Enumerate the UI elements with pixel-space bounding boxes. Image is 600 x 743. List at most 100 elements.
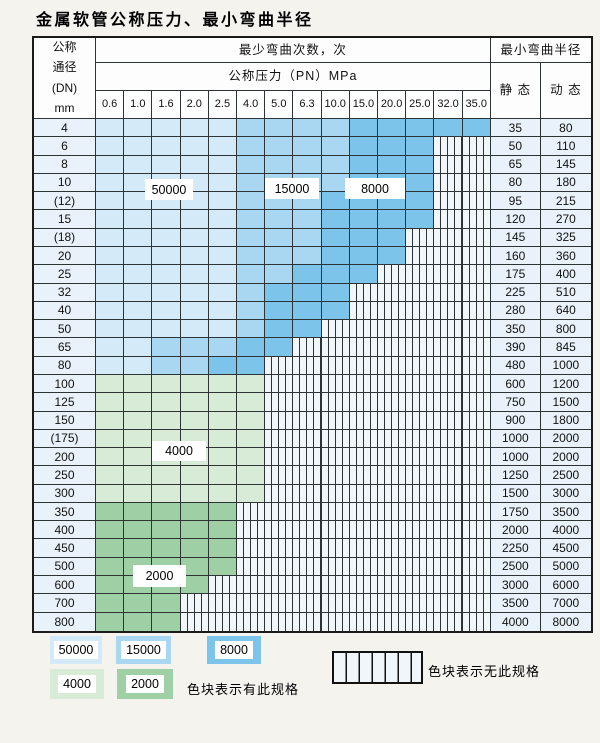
- spec-table: 公称 通径 (DN) mm 最少弯曲次数，次 最小弯曲半径 公称压力（PN）MP…: [32, 36, 593, 633]
- spec-cell: [434, 594, 463, 613]
- spec-cell: [265, 576, 294, 595]
- pressure-tick-cell: 1.0: [124, 91, 153, 119]
- spec-cell: [434, 557, 463, 577]
- spec-cell: [378, 502, 407, 522]
- spec-cell: [321, 448, 350, 467]
- spec-cell: [293, 119, 322, 138]
- spec-cell: [321, 228, 350, 247]
- spec-cell: [321, 137, 350, 156]
- pressure-tick-cell: 20.0: [378, 91, 407, 119]
- spec-cell: [293, 338, 322, 357]
- spec-cell: [406, 484, 435, 503]
- legend-swatch-label: 2000: [126, 675, 164, 693]
- spec-cell: [237, 301, 266, 321]
- spec-cell: [124, 393, 153, 412]
- pressure-tick-cell: 0.6: [96, 91, 125, 119]
- spec-cell: [237, 411, 266, 430]
- spec-cell: [406, 429, 435, 449]
- spec-cell: [152, 374, 181, 394]
- pressure-tick-cell: 15.0: [349, 91, 379, 119]
- spec-cell: [434, 265, 463, 284]
- spec-cell: [321, 210, 350, 229]
- spec-cell: [349, 210, 379, 229]
- spec-cell: [96, 173, 125, 193]
- spec-cell: [96, 356, 125, 375]
- spec-cell: [180, 155, 209, 174]
- spec-cell: [152, 137, 181, 156]
- spec-cell: [349, 429, 379, 449]
- spec-cell: [124, 265, 153, 284]
- spec-cell: [378, 448, 407, 467]
- static-radius-cell: 2250: [490, 539, 541, 558]
- static-radius-cell: 35: [490, 119, 541, 138]
- zone-value-label: 2000: [133, 565, 186, 587]
- dn-header-line: 公称: [52, 39, 77, 54]
- spec-cell: [237, 484, 266, 503]
- dn-cell: 10: [34, 173, 96, 193]
- spec-cell: [434, 137, 463, 156]
- spec-cell: [152, 612, 181, 631]
- spec-cell: [152, 265, 181, 284]
- spec-cell: [349, 374, 379, 394]
- spec-cell: [321, 576, 350, 595]
- dn-cell: (175): [34, 429, 96, 449]
- spec-cell: [237, 338, 266, 357]
- spec-cell: [265, 374, 294, 394]
- dn-cell: 4: [34, 119, 96, 138]
- spec-cell: [406, 521, 435, 540]
- spec-cell: [406, 448, 435, 467]
- dn-cell: 600: [34, 576, 96, 595]
- spec-cell: [180, 393, 209, 412]
- spec-cell: [321, 466, 350, 485]
- table-body: 4 35 80 6 50 110 8 65 145 10 80 180 (12) 95 215 15 120 27…: [34, 119, 591, 631]
- page-title: 金属软管公称压力、最小弯曲半径: [36, 10, 314, 29]
- spec-cell: [237, 228, 266, 247]
- spec-cell: [462, 393, 491, 412]
- spec-cell: [293, 448, 322, 467]
- spec-cell: [265, 594, 294, 613]
- static-radius-cell: 145: [490, 228, 541, 247]
- spec-cell: [378, 246, 407, 266]
- static-radius-cell: 175: [490, 265, 541, 284]
- spec-cell: [349, 521, 379, 540]
- dn-header-cell: 公称 通径 (DN) mm: [34, 38, 96, 119]
- spec-cell: [349, 246, 379, 266]
- legend-swatch-50000: 50000: [50, 636, 102, 664]
- spec-cell: [265, 429, 294, 449]
- spec-cell: [462, 246, 491, 266]
- spec-cell: [96, 155, 125, 174]
- spec-cell: [293, 576, 322, 595]
- spec-cell: [378, 612, 407, 631]
- spec-cell: [152, 356, 181, 375]
- spec-cell: [406, 502, 435, 522]
- spec-cell: [180, 119, 209, 138]
- spec-cell: [462, 301, 491, 321]
- spec-cell: [208, 393, 238, 412]
- spec-cell: [124, 466, 153, 485]
- spec-cell: [378, 155, 407, 174]
- spec-cell: [293, 246, 322, 266]
- spec-cell: [96, 612, 125, 631]
- pressure-tick-cell: 6.3: [293, 91, 322, 119]
- pressure-tick-cell: 10.0: [321, 91, 350, 119]
- static-radius-cell: 95: [490, 192, 541, 211]
- spec-cell: [96, 301, 125, 321]
- spec-cell: [434, 466, 463, 485]
- spec-cell: [462, 338, 491, 357]
- spec-cell: [378, 484, 407, 503]
- dynamic-radius-cell: 325: [540, 228, 591, 247]
- spec-cell: [434, 484, 463, 503]
- spec-cell: [321, 429, 350, 449]
- spec-cell: [265, 155, 294, 174]
- spec-cell: [124, 338, 153, 357]
- spec-cell: [124, 429, 153, 449]
- spec-cell: [96, 576, 125, 595]
- static-radius-cell: 280: [490, 301, 541, 321]
- dn-cell: (12): [34, 192, 96, 211]
- spec-cell: [293, 539, 322, 558]
- spec-cell: [406, 192, 435, 211]
- spec-cell: [378, 576, 407, 595]
- spec-cell: [378, 301, 407, 321]
- spec-cell: [293, 320, 322, 339]
- spec-cell: [208, 356, 238, 375]
